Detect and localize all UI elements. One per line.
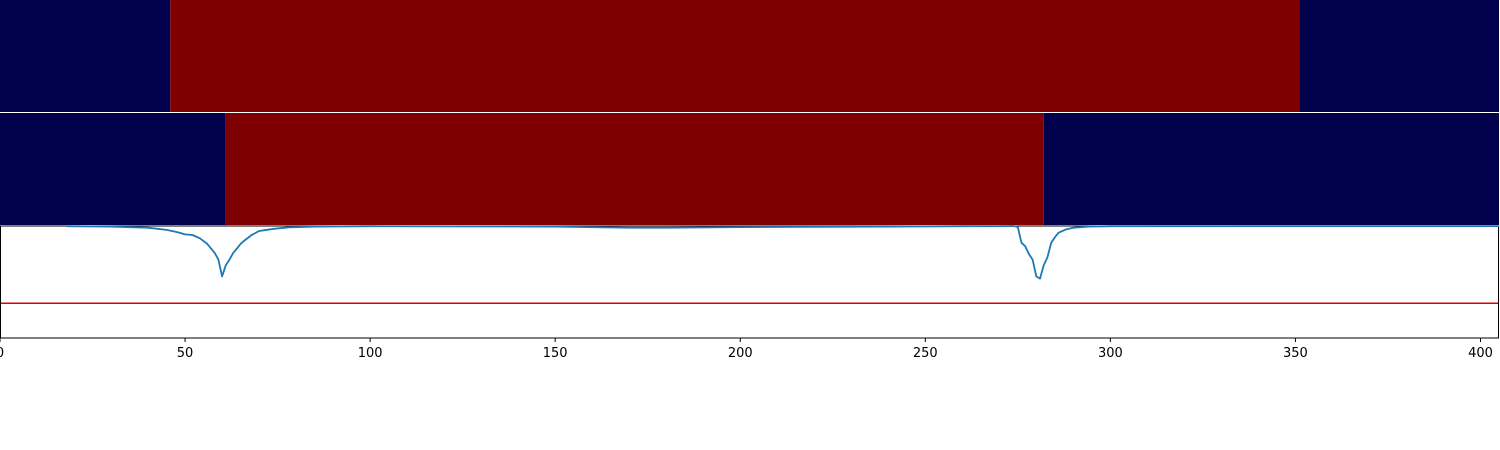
x-tick-label-250: 250 — [913, 346, 938, 361]
band-1-segment-2 — [170, 0, 1300, 112]
line-panel-frame — [0, 225, 1499, 339]
series-line — [66, 225, 1499, 280]
band-2-segment-2 — [225, 113, 1044, 225]
x-tick-label-150: 150 — [543, 346, 568, 361]
x-tick-label-100: 100 — [358, 346, 383, 361]
band-1-segment-1 — [0, 0, 171, 112]
x-tick-label-0: 0 — [0, 346, 4, 361]
segment-bands — [0, 0, 1499, 225]
x-tick-label-300: 300 — [1098, 346, 1123, 361]
band-2-segment-1 — [0, 113, 226, 225]
x-tick-label-400: 400 — [1468, 346, 1493, 361]
x-tick-label-200: 200 — [728, 346, 753, 361]
x-tick-label-350: 350 — [1283, 346, 1308, 361]
x-axis: 0 50 100 150 200 250 300 350 400 — [0, 338, 1493, 361]
x-tick-label-50: 50 — [177, 346, 194, 361]
band-2-segment-3 — [1043, 113, 1499, 225]
band-1-segment-3 — [1299, 0, 1499, 112]
line-panel — [0, 225, 1499, 339]
